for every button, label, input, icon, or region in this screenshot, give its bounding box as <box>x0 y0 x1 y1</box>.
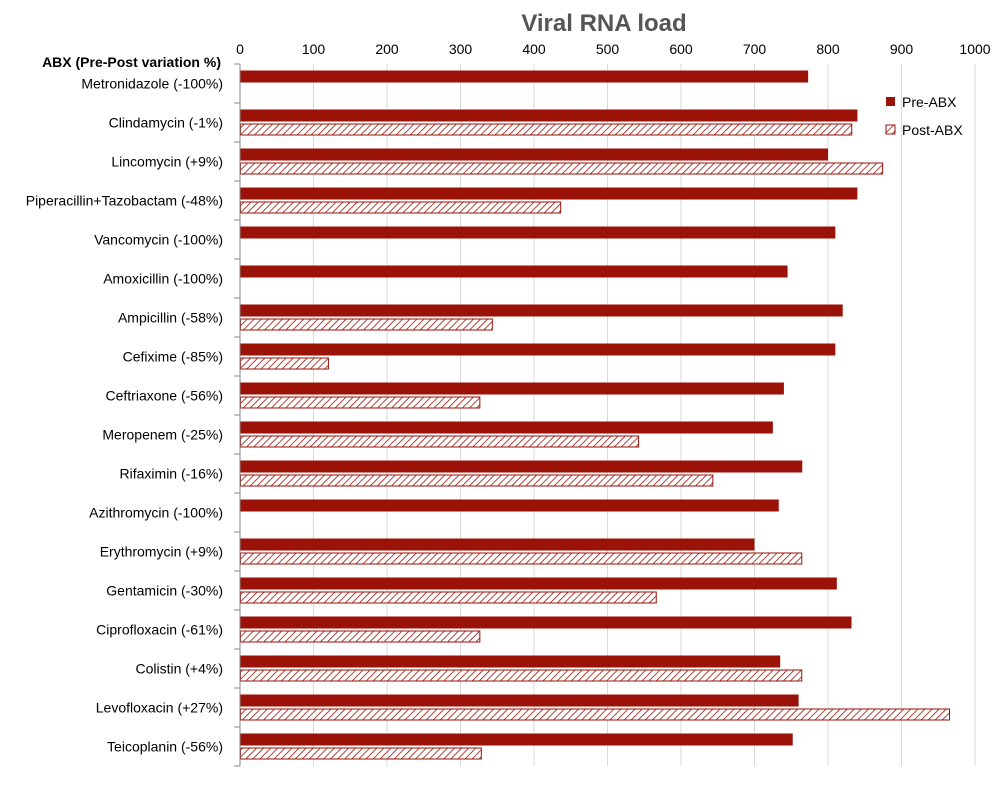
bar-post-abx <box>240 708 951 721</box>
category-label: Rifaximin (-16%) <box>120 466 223 482</box>
category-label: Gentamicin (-30%) <box>106 583 223 599</box>
x-tick-label: 100 <box>302 41 326 57</box>
bar-post-abx <box>240 123 853 136</box>
category-label: Erythromycin (+9%) <box>100 544 223 560</box>
category-labels: Metronidazole (-100%) Clindamycin (-1%) Li… <box>26 76 223 755</box>
x-tick-label: 0 <box>236 41 244 57</box>
bar-pre-abx <box>240 304 843 317</box>
category-label: Teicoplanin (-56%) <box>107 739 223 755</box>
bar-pre-abx <box>240 538 755 551</box>
bar-post-abx <box>240 162 884 175</box>
bars <box>240 70 951 760</box>
category-label: Ceftriaxone (-56%) <box>106 388 224 404</box>
category-label: Ampicillin (-58%) <box>118 310 223 326</box>
x-tick-label: 700 <box>743 41 767 57</box>
bar-pre-abx <box>240 499 779 512</box>
bar-post-abx <box>240 630 481 643</box>
bar-post-abx <box>240 474 714 487</box>
chart-title: Viral RNA load <box>521 10 686 37</box>
bar-pre-abx <box>240 148 828 161</box>
legend-swatch-pre-abx <box>886 97 895 106</box>
x-tick-label: 600 <box>669 41 693 57</box>
x-tick-label: 1000 <box>959 41 990 57</box>
bar-pre-abx <box>240 70 809 83</box>
x-tick-label: 500 <box>596 41 620 57</box>
category-label: Ciprofloxacin (-61%) <box>96 622 223 638</box>
bar-post-abx <box>240 396 481 409</box>
bar-pre-abx <box>240 694 799 707</box>
legend-swatch-post-abx <box>885 124 896 135</box>
bar-pre-abx <box>240 109 858 122</box>
bar-post-abx <box>240 318 493 331</box>
x-tick-label: 300 <box>449 41 473 57</box>
category-axis <box>234 63 241 767</box>
category-label: Amoxicillin (-100%) <box>103 271 223 287</box>
category-label: Metronidazole (-100%) <box>81 76 223 92</box>
x-tick-label: 400 <box>522 41 546 57</box>
category-label: Clindamycin (-1%) <box>109 115 223 131</box>
bar-pre-abx <box>240 343 836 356</box>
category-label: Lincomycin (+9%) <box>111 154 223 170</box>
legend-label-post-abx: Post-ABX <box>902 122 963 138</box>
bar-pre-abx <box>240 733 793 746</box>
x-tick-label: 800 <box>816 41 840 57</box>
bar-post-abx <box>240 552 803 565</box>
category-label: Colistin (+4%) <box>135 661 223 677</box>
bar-pre-abx <box>240 421 773 434</box>
category-label: Levofloxacin (+27%) <box>96 700 223 716</box>
bar-pre-abx <box>240 226 836 239</box>
bar-pre-abx <box>240 187 858 200</box>
category-label: Piperacillin+Tazobactam (-48%) <box>26 193 223 209</box>
legend: Pre-ABX Post-ABX <box>885 94 963 138</box>
category-label: Meropenem (-25%) <box>102 427 223 443</box>
x-tick-labels: 0 100 200 300 400 500 600 700 800 900 1000 <box>236 41 991 57</box>
bar-post-abx <box>240 747 482 760</box>
legend-label-pre-abx: Pre-ABX <box>902 94 957 110</box>
category-label: Azithromycin (-100%) <box>89 505 223 521</box>
bar-post-abx <box>240 357 329 370</box>
bar-pre-abx <box>240 655 781 668</box>
category-label: Cefixime (-85%) <box>123 349 223 365</box>
x-tick-label: 900 <box>890 41 914 57</box>
bar-post-abx <box>240 591 657 604</box>
bar-post-abx <box>240 435 640 448</box>
bar-post-abx <box>240 201 562 214</box>
gridlines <box>313 64 976 766</box>
bar-pre-abx <box>240 616 852 629</box>
x-tick-label: 200 <box>375 41 399 57</box>
bar-pre-abx <box>240 577 837 590</box>
bar-post-abx <box>240 669 803 682</box>
bar-pre-abx <box>240 382 784 395</box>
bar-pre-abx <box>240 265 788 278</box>
category-label: Vancomycin (-100%) <box>94 232 223 248</box>
bar-pre-abx <box>240 460 803 473</box>
category-header: ABX (Pre-Post variation %) <box>42 54 221 70</box>
